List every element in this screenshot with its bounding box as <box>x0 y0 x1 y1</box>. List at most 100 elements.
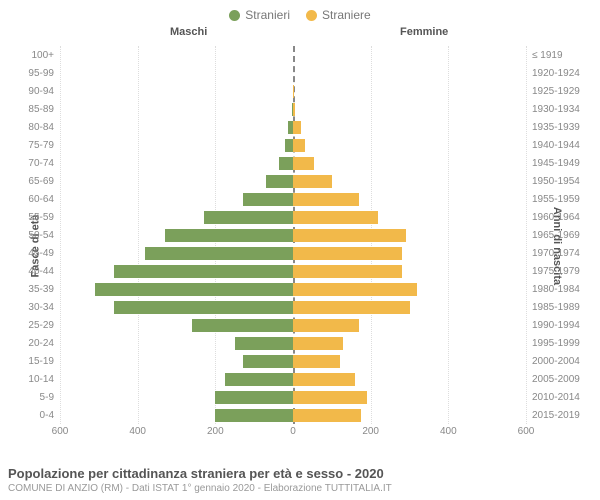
bar-pair <box>60 244 526 262</box>
age-label: 35-39 <box>0 284 60 295</box>
pyramid-row: 65-69 1950-1954 <box>0 172 600 190</box>
bar-female <box>293 319 359 332</box>
bar-pair <box>60 64 526 82</box>
x-tick: 200 <box>362 426 379 437</box>
bar-female <box>293 355 340 368</box>
birth-year-label: 1975-1979 <box>526 266 600 277</box>
bar-male <box>114 301 293 314</box>
bar-female <box>293 211 378 224</box>
pyramid-row: 40-441975-1979 <box>0 262 600 280</box>
bar-pair <box>60 334 526 352</box>
x-tick: 400 <box>129 426 146 437</box>
bar-pair <box>60 46 526 64</box>
bar-pair <box>60 208 526 226</box>
bar-female <box>293 85 294 98</box>
age-label: 65-69 <box>0 176 60 187</box>
pyramid-row: 85-89 1930-1934 <box>0 100 600 118</box>
pyramid-row: 10-14 2005-2009 <box>0 370 600 388</box>
birth-year-label: 1945-1949 <box>526 158 600 169</box>
birth-year-label: 1985-1989 <box>526 302 600 313</box>
pyramid-row: 70-741945-1949 <box>0 154 600 172</box>
pyramid-row: 80-841935-1939 <box>0 118 600 136</box>
age-label: 25-29 <box>0 320 60 331</box>
birth-year-label: 1980-1984 <box>526 284 600 295</box>
legend-item-female: Straniere <box>306 8 371 22</box>
age-label: 30-34 <box>0 302 60 313</box>
birth-year-label: 1930-1934 <box>526 104 600 115</box>
bar-male <box>243 193 293 206</box>
header-female: Femmine <box>400 26 448 38</box>
birth-year-label: 2010-2014 <box>526 392 600 403</box>
bar-male <box>145 247 293 260</box>
bar-pair <box>60 298 526 316</box>
pyramid-row: 20-241995-1999 <box>0 334 600 352</box>
bar-female <box>293 391 367 404</box>
birth-year-label: ≤ 1919 <box>526 50 600 61</box>
birth-year-label: 1925-1929 <box>526 86 600 97</box>
age-label: 5-9 <box>0 392 60 403</box>
pyramid-row: 15-192000-2004 <box>0 352 600 370</box>
bar-female <box>293 337 343 350</box>
bar-pair <box>60 280 526 298</box>
bar-male <box>95 283 293 296</box>
age-label: 0-4 <box>0 410 60 421</box>
bar-female <box>293 409 361 422</box>
bar-male <box>285 139 293 152</box>
bar-female <box>293 139 305 152</box>
birth-year-label: 2015-2019 <box>526 410 600 421</box>
pyramid-row: 95-991920-1924 <box>0 64 600 82</box>
pyramid-row: 100+ ≤ 1919 <box>0 46 600 64</box>
bar-female <box>293 193 359 206</box>
age-label: 85-89 <box>0 104 60 115</box>
bar-male <box>266 175 293 188</box>
birth-year-label: 1990-1994 <box>526 320 600 331</box>
birth-year-label: 1935-1939 <box>526 122 600 133</box>
age-label: 90-94 <box>0 86 60 97</box>
pyramid-row: 35-39 1980-1984 <box>0 280 600 298</box>
pyramid-row: 5-9 2010-2014 <box>0 388 600 406</box>
chart-subtitle: COMUNE DI ANZIO (RM) - Dati ISTAT 1° gen… <box>8 483 592 494</box>
bar-male <box>235 337 293 350</box>
bar-male <box>114 265 293 278</box>
bar-pair <box>60 190 526 208</box>
column-headers: Maschi Femmine <box>0 26 600 42</box>
bar-pair <box>60 100 526 118</box>
bar-male <box>192 319 293 332</box>
bar-female <box>293 247 402 260</box>
age-label: 15-19 <box>0 356 60 367</box>
bar-pair <box>60 172 526 190</box>
age-label: 10-14 <box>0 374 60 385</box>
pyramid-row: 75-79 1940-1944 <box>0 136 600 154</box>
birth-year-label: 2005-2009 <box>526 374 600 385</box>
bar-male <box>165 229 293 242</box>
age-label: 50-54 <box>0 230 60 241</box>
legend-male-label: Stranieri <box>245 8 290 22</box>
x-tick: 0 <box>290 426 296 437</box>
x-tick: 400 <box>440 426 457 437</box>
birth-year-label: 1950-1954 <box>526 176 600 187</box>
bar-pair <box>60 388 526 406</box>
footer: Popolazione per cittadinanza straniera p… <box>8 466 592 494</box>
pyramid-row: 55-591960-1964 <box>0 208 600 226</box>
pyramid-rows: 100+ ≤ 1919 95-991920-1924 90-94 1925-1929 85… <box>0 46 600 424</box>
bar-female <box>293 175 332 188</box>
birth-year-label: 1940-1944 <box>526 140 600 151</box>
age-label: 45-49 <box>0 248 60 259</box>
bar-female <box>293 373 355 386</box>
chart-area: Fasce di età Anni di nascita 100+≤ 19199… <box>0 46 600 446</box>
bar-pair <box>60 226 526 244</box>
legend: Stranieri Straniere <box>0 0 600 26</box>
pyramid-row: 45-491970-1974 <box>0 244 600 262</box>
pyramid-row: 90-94 1925-1929 <box>0 82 600 100</box>
age-label: 75-79 <box>0 140 60 151</box>
bar-male <box>243 355 293 368</box>
pyramid-row: 50-541965-1969 <box>0 226 600 244</box>
bar-male <box>215 409 293 422</box>
x-axis: 6004002000200400600 <box>0 426 600 446</box>
pyramid-row: 25-29 1990-1994 <box>0 316 600 334</box>
bar-pair <box>60 352 526 370</box>
bar-pair <box>60 154 526 172</box>
birth-year-label: 1960-1964 <box>526 212 600 223</box>
age-label: 100+ <box>0 50 60 61</box>
chart-title: Popolazione per cittadinanza straniera p… <box>8 466 592 481</box>
